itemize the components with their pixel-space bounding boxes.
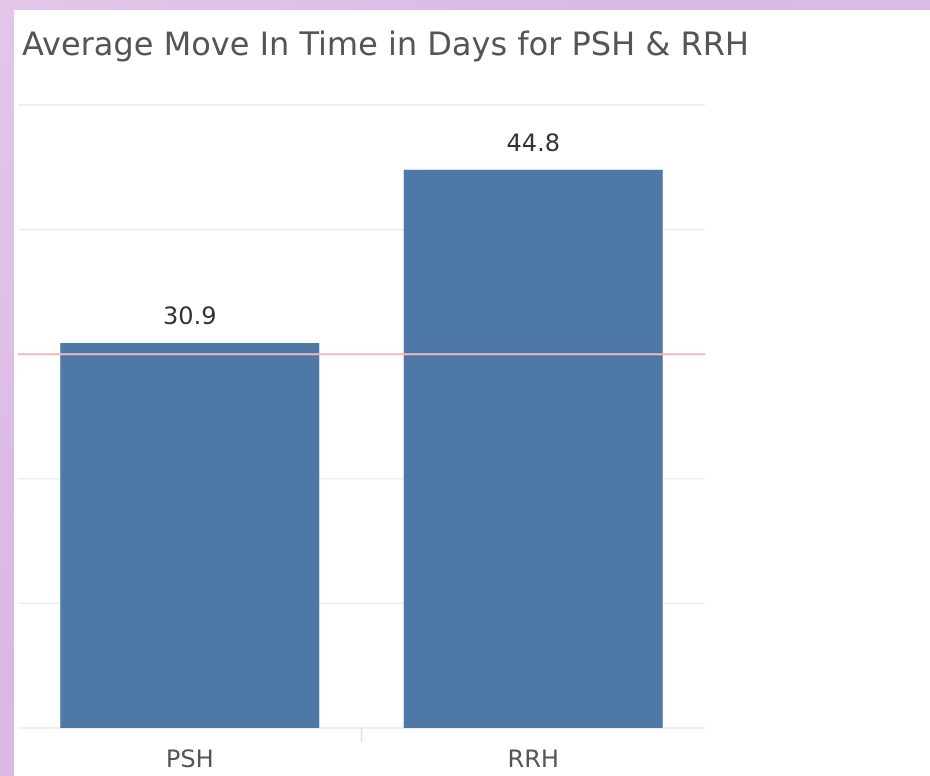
- value-label: 44.8: [507, 129, 560, 157]
- x-tick-label: PSH: [166, 745, 214, 773]
- x-tick-label: RRH: [508, 745, 559, 773]
- chart-title: Average Move In Time in Days for PSH & R…: [22, 25, 749, 63]
- bar: [403, 169, 663, 729]
- value-label: 30.9: [163, 302, 216, 330]
- bar: [60, 342, 320, 728]
